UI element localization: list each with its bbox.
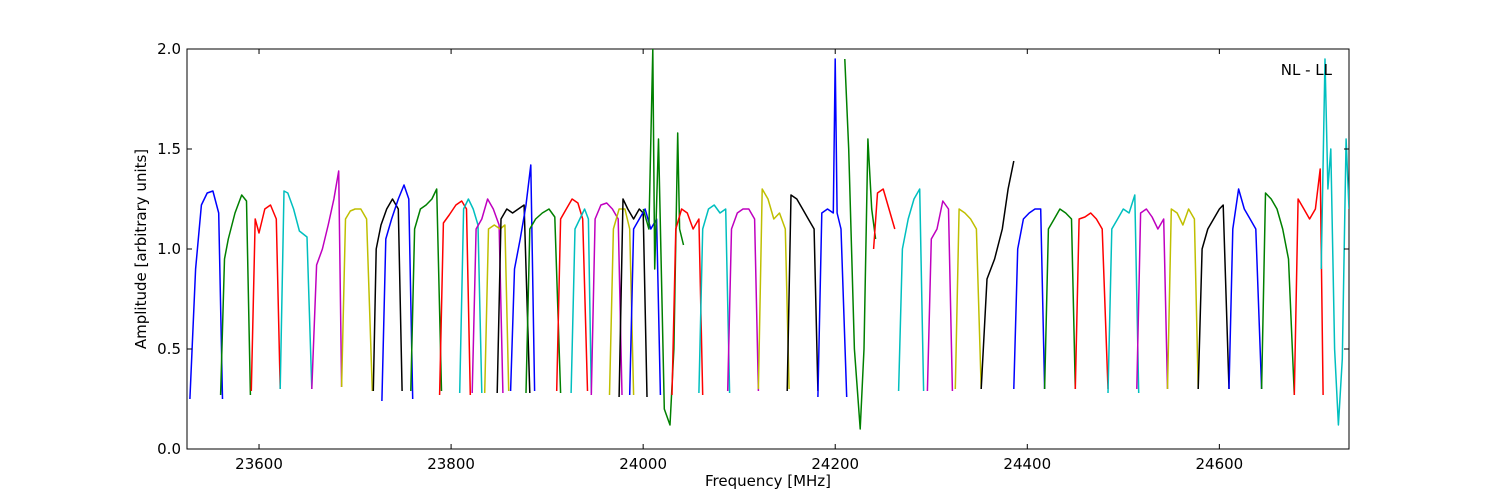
series-line-42 — [1197, 204, 1230, 390]
x-tick-label: 24600 — [1195, 455, 1243, 473]
series-line-32 — [897, 188, 925, 392]
series-line-1 — [189, 190, 224, 400]
series-line-13 — [483, 224, 510, 394]
series-line-43 — [1228, 188, 1263, 390]
series-line-4 — [279, 190, 313, 390]
series-line-20 — [608, 208, 635, 396]
series-line-30 — [844, 58, 877, 430]
series-line-12 — [471, 198, 504, 394]
series-line-3 — [250, 204, 281, 392]
x-tick-label: 23600 — [235, 455, 283, 473]
series-line-9 — [410, 188, 443, 392]
series-line-29 — [817, 58, 848, 398]
series-line-2 — [219, 194, 252, 396]
x-tick-label: 23800 — [427, 455, 475, 473]
series-line-33 — [926, 200, 954, 392]
series-line-28 — [786, 194, 819, 392]
chart-annotation: NL - LL — [1281, 61, 1333, 79]
series-line-6 — [340, 208, 374, 392]
y-tick-label: 1.5 — [157, 140, 181, 158]
series-line-24 — [671, 208, 704, 396]
series-line-41 — [1166, 208, 1199, 390]
series-line-37 — [1043, 208, 1077, 390]
x-axis-ticks: 23600 23800 24000 24200 24400 24600 — [235, 49, 1243, 473]
x-axis-label: Frequency [MHz] — [705, 472, 831, 490]
series-line-11 — [458, 198, 483, 394]
series-line-25 — [698, 204, 731, 394]
series-line-26 — [726, 208, 760, 392]
series-line-46 — [1320, 58, 1349, 426]
series-line-27 — [757, 188, 790, 390]
series-line-36 — [1013, 208, 1046, 390]
x-tick-label: 24000 — [619, 455, 667, 473]
y-tick-label: 0.0 — [157, 440, 181, 458]
plot-lines — [189, 49, 1349, 430]
y-tick-label: 0.5 — [157, 340, 181, 358]
series-line-44 — [1260, 192, 1296, 396]
series-line-14 — [496, 204, 531, 394]
y-tick-label: 1.0 — [157, 240, 181, 258]
y-tick-label: 2.0 — [157, 40, 181, 58]
series-line-17 — [555, 198, 589, 392]
y-axis-ticks: 0.0 0.5 1.0 1.5 2.0 — [157, 40, 1349, 458]
series-line-19 — [590, 202, 623, 396]
axes-frame — [186, 48, 1350, 450]
series-line-23 — [642, 49, 685, 426]
series-line-34 — [954, 208, 982, 390]
series-line-18 — [570, 208, 593, 394]
x-tick-label: 24400 — [1003, 455, 1051, 473]
series-line-8 — [381, 184, 414, 402]
plot-border — [186, 48, 1350, 450]
x-tick-label: 24200 — [811, 455, 859, 473]
series-line-10 — [438, 200, 472, 396]
series-line-15 — [509, 164, 536, 392]
series-line-31 — [872, 188, 896, 250]
series-line-38 — [1074, 212, 1109, 390]
series-line-7 — [372, 198, 403, 392]
series-line-40 — [1136, 208, 1169, 390]
series-line-16 — [525, 208, 562, 394]
series-line-39 — [1107, 194, 1140, 394]
series-line-5 — [311, 170, 343, 390]
series-line-45 — [1293, 168, 1324, 396]
series-line-35 — [980, 160, 1015, 390]
y-axis-label: Amplitude [arbitrary units] — [132, 149, 150, 349]
